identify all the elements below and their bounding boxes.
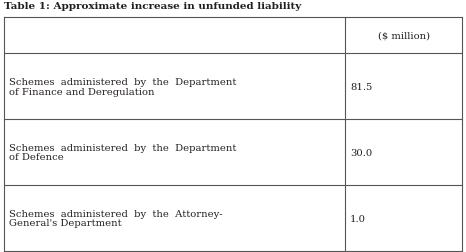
Text: of Defence: of Defence bbox=[9, 153, 64, 162]
Text: ($ million): ($ million) bbox=[377, 32, 430, 41]
Text: of Finance and Deregulation: of Finance and Deregulation bbox=[9, 87, 155, 96]
Text: 30.0: 30.0 bbox=[350, 148, 372, 157]
Text: Schemes  administered  by  the  Attorney-: Schemes administered by the Attorney- bbox=[9, 209, 223, 218]
Text: 81.5: 81.5 bbox=[350, 82, 373, 91]
Text: Schemes  administered  by  the  Department: Schemes administered by the Department bbox=[9, 78, 236, 86]
Text: 1.0: 1.0 bbox=[350, 214, 366, 223]
Text: Table 1: Approximate increase in unfunded liability: Table 1: Approximate increase in unfunde… bbox=[4, 2, 301, 11]
Text: General's Department: General's Department bbox=[9, 218, 122, 228]
Text: Schemes  administered  by  the  Department: Schemes administered by the Department bbox=[9, 143, 236, 152]
